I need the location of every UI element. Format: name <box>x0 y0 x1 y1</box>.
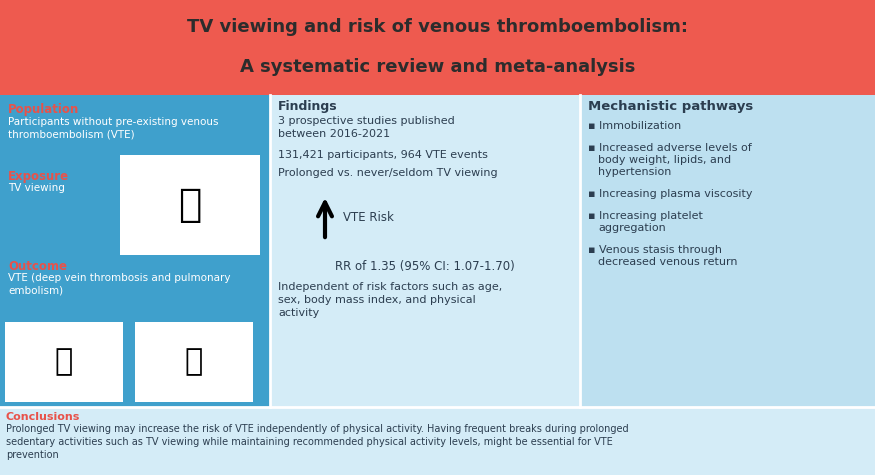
Text: Exposure: Exposure <box>8 170 69 183</box>
Text: Population: Population <box>8 103 80 116</box>
Text: ▪ Venous stasis through: ▪ Venous stasis through <box>588 245 722 255</box>
Text: RR of 1.35 (95% CI: 1.07-1.70): RR of 1.35 (95% CI: 1.07-1.70) <box>335 260 514 273</box>
Bar <box>0 0 875 95</box>
Text: A systematic review and meta-analysis: A systematic review and meta-analysis <box>240 57 635 76</box>
Bar <box>5 322 123 402</box>
Text: Prolonged TV viewing may increase the risk of VTE independently of physical acti: Prolonged TV viewing may increase the ri… <box>6 424 628 460</box>
Bar <box>120 155 260 255</box>
Text: Outcome: Outcome <box>8 260 67 273</box>
Bar <box>0 407 875 475</box>
Text: VTE Risk: VTE Risk <box>343 211 394 224</box>
Text: 📺: 📺 <box>178 186 201 224</box>
Text: ▪ Increased adverse levels of: ▪ Increased adverse levels of <box>588 143 752 153</box>
Text: 🦵: 🦵 <box>55 348 74 377</box>
Text: ▪ Increasing plasma viscosity: ▪ Increasing plasma viscosity <box>588 189 752 199</box>
Text: Findings: Findings <box>278 100 338 113</box>
Text: 🫁: 🫁 <box>185 348 203 377</box>
Text: decreased venous return: decreased venous return <box>598 257 738 267</box>
Bar <box>270 95 580 407</box>
Text: 3 prospective studies published
between 2016-2021: 3 prospective studies published between … <box>278 116 455 139</box>
Text: hypertension: hypertension <box>598 167 671 177</box>
Text: aggregation: aggregation <box>598 223 666 233</box>
Text: Prolonged vs. never/seldom TV viewing: Prolonged vs. never/seldom TV viewing <box>278 168 498 178</box>
Text: Independent of risk factors such as age,
sex, body mass index, and physical
acti: Independent of risk factors such as age,… <box>278 282 502 318</box>
Bar <box>135 322 253 402</box>
Text: TV viewing and risk of venous thromboembolism:: TV viewing and risk of venous thromboemb… <box>187 18 688 36</box>
Text: body weight, lipids, and: body weight, lipids, and <box>598 155 731 165</box>
Text: Mechanistic pathways: Mechanistic pathways <box>588 100 753 113</box>
Bar <box>580 95 875 407</box>
Bar <box>0 95 270 407</box>
Text: ▪ Immobilization: ▪ Immobilization <box>588 121 682 131</box>
Text: Participants without pre-existing venous
thromboembolism (VTE): Participants without pre-existing venous… <box>8 117 219 140</box>
Text: VTE (deep vein thrombosis and pulmonary
embolism): VTE (deep vein thrombosis and pulmonary … <box>8 273 230 296</box>
Text: ▪ Increasing platelet: ▪ Increasing platelet <box>588 211 703 221</box>
Text: TV viewing: TV viewing <box>8 183 65 193</box>
Text: 131,421 participants, 964 VTE events: 131,421 participants, 964 VTE events <box>278 150 488 160</box>
Text: Conclusions: Conclusions <box>6 412 80 422</box>
